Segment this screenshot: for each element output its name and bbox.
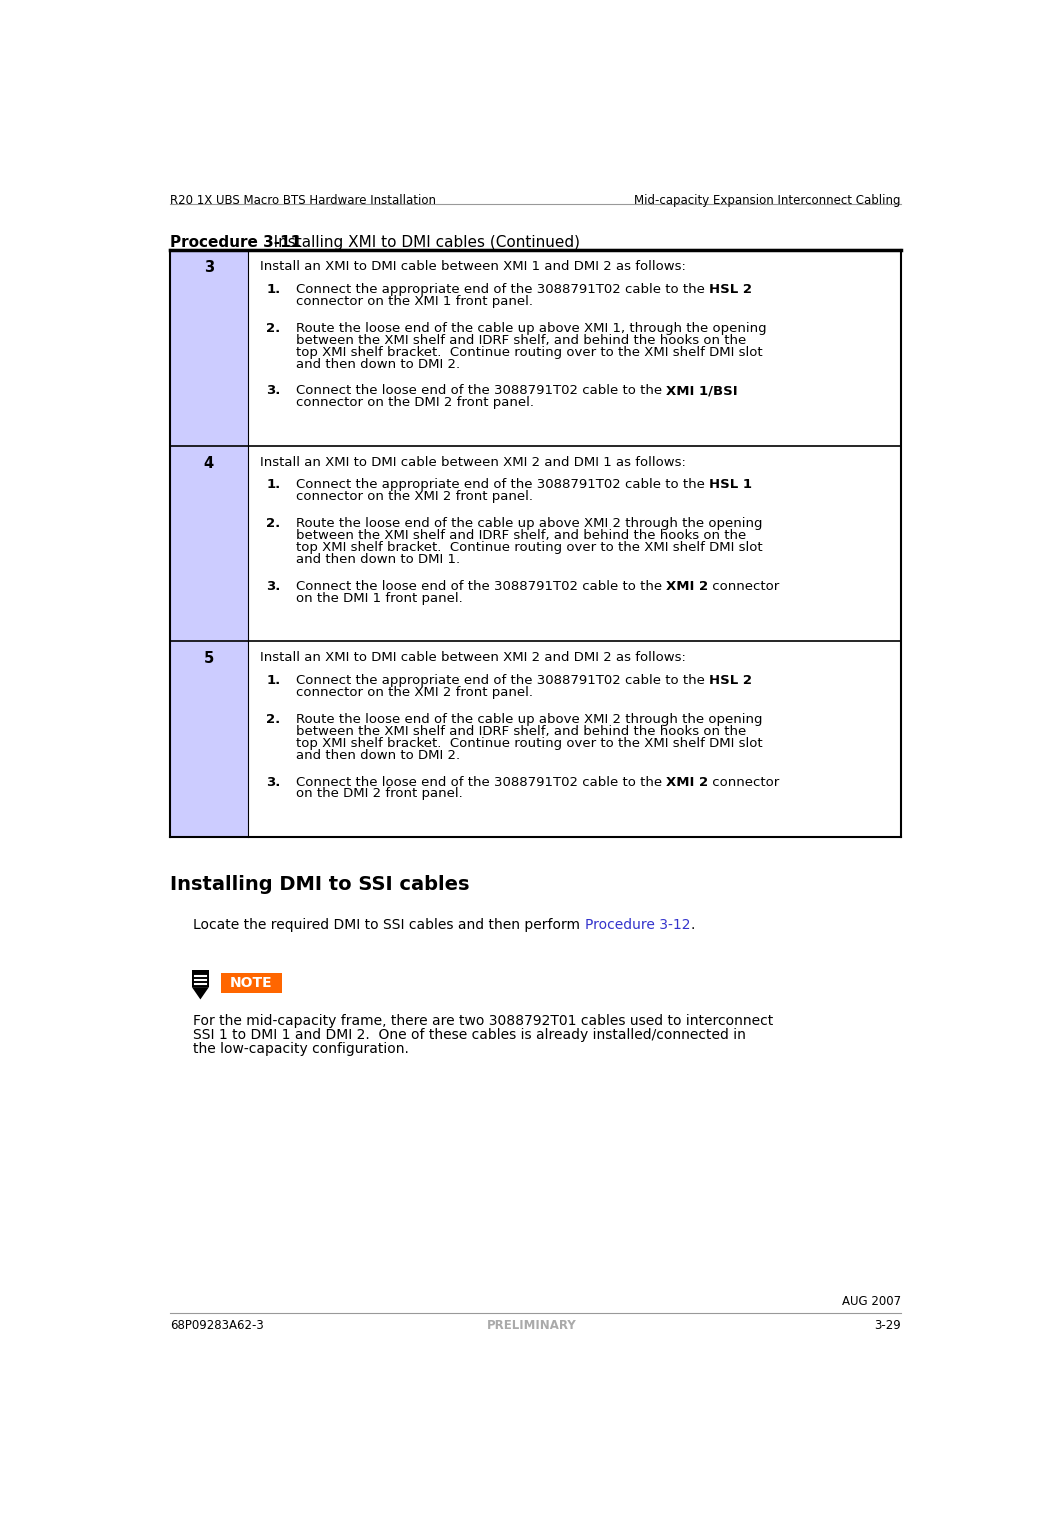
Text: Install an XMI to DMI cable between XMI 1 and DMI 2 as follows:: Install an XMI to DMI cable between XMI … — [260, 260, 686, 273]
Text: .: . — [690, 918, 695, 931]
Text: Installing XMI to DMI cables (Continued): Installing XMI to DMI cables (Continued) — [260, 235, 581, 250]
Text: 3.: 3. — [266, 580, 281, 592]
Text: 3.: 3. — [266, 776, 281, 788]
Text: Connect the appropriate end of the 3088791T02 cable to the: Connect the appropriate end of the 30887… — [296, 282, 709, 296]
Text: 4: 4 — [204, 457, 214, 470]
Text: NOTE: NOTE — [231, 976, 273, 991]
Text: Mid-capacity Expansion Interconnect Cabling: Mid-capacity Expansion Interconnect Cabl… — [635, 194, 901, 208]
FancyBboxPatch shape — [170, 641, 247, 837]
Text: and then down to DMI 2.: and then down to DMI 2. — [296, 748, 460, 762]
Text: connector on the XMI 2 front panel.: connector on the XMI 2 front panel. — [296, 490, 533, 504]
Text: on the DMI 2 front panel.: on the DMI 2 front panel. — [296, 788, 462, 800]
Text: 3: 3 — [204, 260, 214, 275]
Text: 1.: 1. — [266, 478, 281, 492]
Text: between the XMI shelf and IDRF shelf, and behind the hooks on the: between the XMI shelf and IDRF shelf, an… — [296, 725, 746, 738]
Text: Connect the loose end of the 3088791T02 cable to the: Connect the loose end of the 3088791T02 … — [296, 385, 666, 397]
Text: XMI 1/BSI: XMI 1/BSI — [666, 385, 738, 397]
Text: 2.: 2. — [266, 518, 281, 530]
Text: between the XMI shelf and IDRF shelf, and behind the hooks on the: between the XMI shelf and IDRF shelf, an… — [296, 333, 746, 347]
Text: Route the loose end of the cable up above XMI 2 through the opening: Route the loose end of the cable up abov… — [296, 713, 763, 725]
Text: PRELIMINARY: PRELIMINARY — [487, 1319, 577, 1332]
Text: Connect the appropriate end of the 3088791T02 cable to the: Connect the appropriate end of the 30887… — [296, 478, 709, 492]
Text: and then down to DMI 2.: and then down to DMI 2. — [296, 357, 460, 371]
FancyBboxPatch shape — [192, 970, 209, 986]
Text: HSL 2: HSL 2 — [709, 282, 752, 296]
Text: Connect the loose end of the 3088791T02 cable to the: Connect the loose end of the 3088791T02 … — [296, 776, 666, 788]
Text: Install an XMI to DMI cable between XMI 2 and DMI 2 as follows:: Install an XMI to DMI cable between XMI … — [260, 652, 686, 664]
Text: top XMI shelf bracket.  Continue routing over to the XMI shelf DMI slot: top XMI shelf bracket. Continue routing … — [296, 345, 763, 359]
Text: AUG 2007: AUG 2007 — [842, 1295, 901, 1309]
Text: connector on the XMI 2 front panel.: connector on the XMI 2 front panel. — [296, 686, 533, 699]
Text: Route the loose end of the cable up above XMI 1, through the opening: Route the loose end of the cable up abov… — [296, 322, 767, 334]
Text: Connect the loose end of the 3088791T02 cable to the: Connect the loose end of the 3088791T02 … — [296, 580, 666, 592]
Text: XMI 2: XMI 2 — [666, 776, 709, 788]
Text: For the mid-capacity frame, there are two 3088792T01 cables used to interconnect: For the mid-capacity frame, there are tw… — [193, 1014, 774, 1028]
Text: and then down to DMI 1.: and then down to DMI 1. — [296, 553, 460, 567]
Text: Route the loose end of the cable up above XMI 2 through the opening: Route the loose end of the cable up abov… — [296, 518, 763, 530]
Text: HSL 1: HSL 1 — [709, 478, 752, 492]
Text: Connect the appropriate end of the 3088791T02 cable to the: Connect the appropriate end of the 30887… — [296, 673, 709, 687]
Text: 2.: 2. — [266, 713, 281, 725]
Text: connector: connector — [709, 776, 779, 788]
Text: 3-29: 3-29 — [874, 1319, 901, 1332]
Text: 1.: 1. — [266, 282, 281, 296]
FancyBboxPatch shape — [170, 250, 247, 446]
Text: Installing DMI to SSI cables: Installing DMI to SSI cables — [170, 875, 470, 895]
Text: between the XMI shelf and IDRF shelf, and behind the hooks on the: between the XMI shelf and IDRF shelf, an… — [296, 530, 746, 542]
Text: Install an XMI to DMI cable between XMI 2 and DMI 1 as follows:: Install an XMI to DMI cable between XMI … — [260, 457, 686, 469]
Text: connector on the XMI 1 front panel.: connector on the XMI 1 front panel. — [296, 295, 533, 308]
Text: top XMI shelf bracket.  Continue routing over to the XMI shelf DMI slot: top XMI shelf bracket. Continue routing … — [296, 541, 763, 554]
Text: top XMI shelf bracket.  Continue routing over to the XMI shelf DMI slot: top XMI shelf bracket. Continue routing … — [296, 736, 763, 750]
Text: XMI 2: XMI 2 — [666, 580, 709, 592]
Text: R20 1X UBS Macro BTS Hardware Installation: R20 1X UBS Macro BTS Hardware Installati… — [170, 194, 436, 208]
Text: 5: 5 — [204, 652, 214, 666]
Text: connector on the DMI 2 front panel.: connector on the DMI 2 front panel. — [296, 397, 534, 409]
FancyBboxPatch shape — [170, 446, 247, 641]
Text: Procedure 3-11: Procedure 3-11 — [170, 235, 301, 250]
Text: SSI 1 to DMI 1 and DMI 2.  One of these cables is already installed/connected in: SSI 1 to DMI 1 and DMI 2. One of these c… — [193, 1028, 746, 1041]
Text: 68P09283A62-3: 68P09283A62-3 — [170, 1319, 264, 1332]
Polygon shape — [192, 986, 209, 1000]
Text: on the DMI 1 front panel.: on the DMI 1 front panel. — [296, 592, 462, 605]
Text: 2.: 2. — [266, 322, 281, 334]
FancyBboxPatch shape — [221, 973, 282, 993]
Text: Locate the required DMI to SSI cables and then perform: Locate the required DMI to SSI cables an… — [193, 918, 585, 931]
Text: 3.: 3. — [266, 385, 281, 397]
Text: connector: connector — [709, 580, 779, 592]
Text: HSL 2: HSL 2 — [709, 673, 752, 687]
Text: 1.: 1. — [266, 673, 281, 687]
Text: the low-capacity configuration.: the low-capacity configuration. — [193, 1041, 409, 1055]
Text: Procedure 3-12: Procedure 3-12 — [585, 918, 690, 931]
